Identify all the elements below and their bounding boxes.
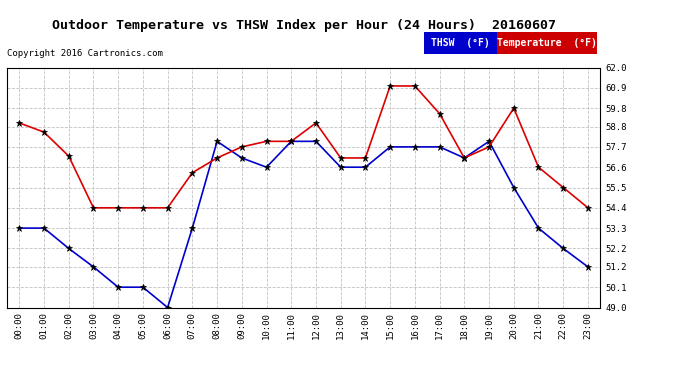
Text: THSW  (°F): THSW (°F): [431, 38, 490, 48]
Text: Copyright 2016 Cartronics.com: Copyright 2016 Cartronics.com: [7, 49, 163, 58]
Text: Temperature  (°F): Temperature (°F): [497, 38, 597, 48]
Text: Outdoor Temperature vs THSW Index per Hour (24 Hours)  20160607: Outdoor Temperature vs THSW Index per Ho…: [52, 19, 555, 32]
